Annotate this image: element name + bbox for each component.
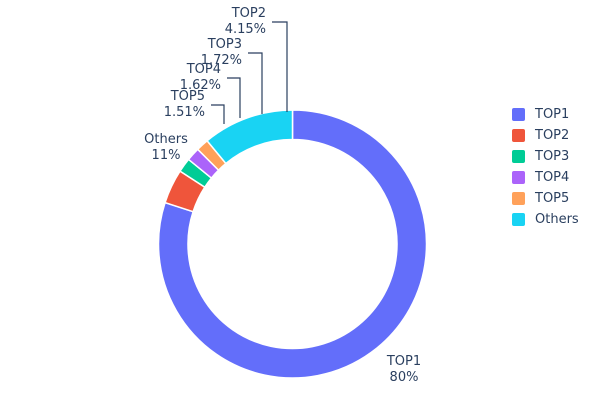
legend-item-top3[interactable]: TOP3: [512, 146, 579, 167]
slice-label-others-name: Others: [144, 132, 188, 147]
slice-label-top4-percent: 1.62%: [180, 78, 221, 93]
chart-legend[interactable]: TOP1 TOP2 TOP3 TOP4 TOP5 Others: [512, 104, 579, 230]
slice-labels: TOP2 4.15% TOP3 1.72% TOP4 1.62% TOP5 1.…: [144, 6, 421, 385]
legend-item-top5[interactable]: TOP5: [512, 188, 579, 209]
donut-slice-others[interactable]: [206, 109, 294, 165]
slice-label-top3-percent: 1.72%: [201, 53, 242, 68]
legend-label: TOP1: [535, 107, 570, 122]
slice-label-top2-name: TOP2: [231, 6, 266, 21]
slice-label-top1-name: TOP1: [386, 354, 421, 369]
slice-label-top5-name: TOP5: [170, 89, 205, 104]
legend-item-others[interactable]: Others: [512, 209, 579, 230]
legend-label: TOP5: [535, 191, 570, 206]
leader-line-top4: [227, 77, 241, 118]
legend-item-top4[interactable]: TOP4: [512, 167, 579, 188]
donut-slices[interactable]: [157, 109, 428, 379]
legend-item-top1[interactable]: TOP1: [512, 104, 579, 125]
legend-label: TOP2: [535, 128, 570, 143]
slice-label-top5-percent: 1.51%: [164, 105, 205, 120]
slice-label-top3-name: TOP3: [207, 37, 242, 52]
legend-swatch-icon: [512, 192, 525, 205]
legend-swatch-icon: [512, 108, 525, 121]
leader-line-top3: [248, 52, 263, 114]
legend-swatch-icon: [512, 150, 525, 163]
legend-swatch-icon: [512, 171, 525, 184]
slice-label-top1-percent: 80%: [390, 370, 419, 385]
slice-label-top2-percent: 4.15%: [225, 22, 266, 37]
donut-slice-top1[interactable]: [157, 109, 428, 379]
legend-label: TOP4: [535, 170, 570, 185]
legend-label: TOP3: [535, 149, 570, 164]
leader-line-top2: [272, 21, 288, 112]
legend-item-top2[interactable]: TOP2: [512, 125, 579, 146]
slice-label-others-percent: 11%: [152, 148, 181, 163]
slice-label-top4-name: TOP4: [186, 62, 221, 77]
legend-swatch-icon: [512, 213, 525, 226]
leader-line-top5: [211, 104, 225, 124]
legend-label: Others: [535, 212, 579, 227]
leader-lines: [211, 21, 288, 124]
legend-swatch-icon: [512, 129, 525, 142]
